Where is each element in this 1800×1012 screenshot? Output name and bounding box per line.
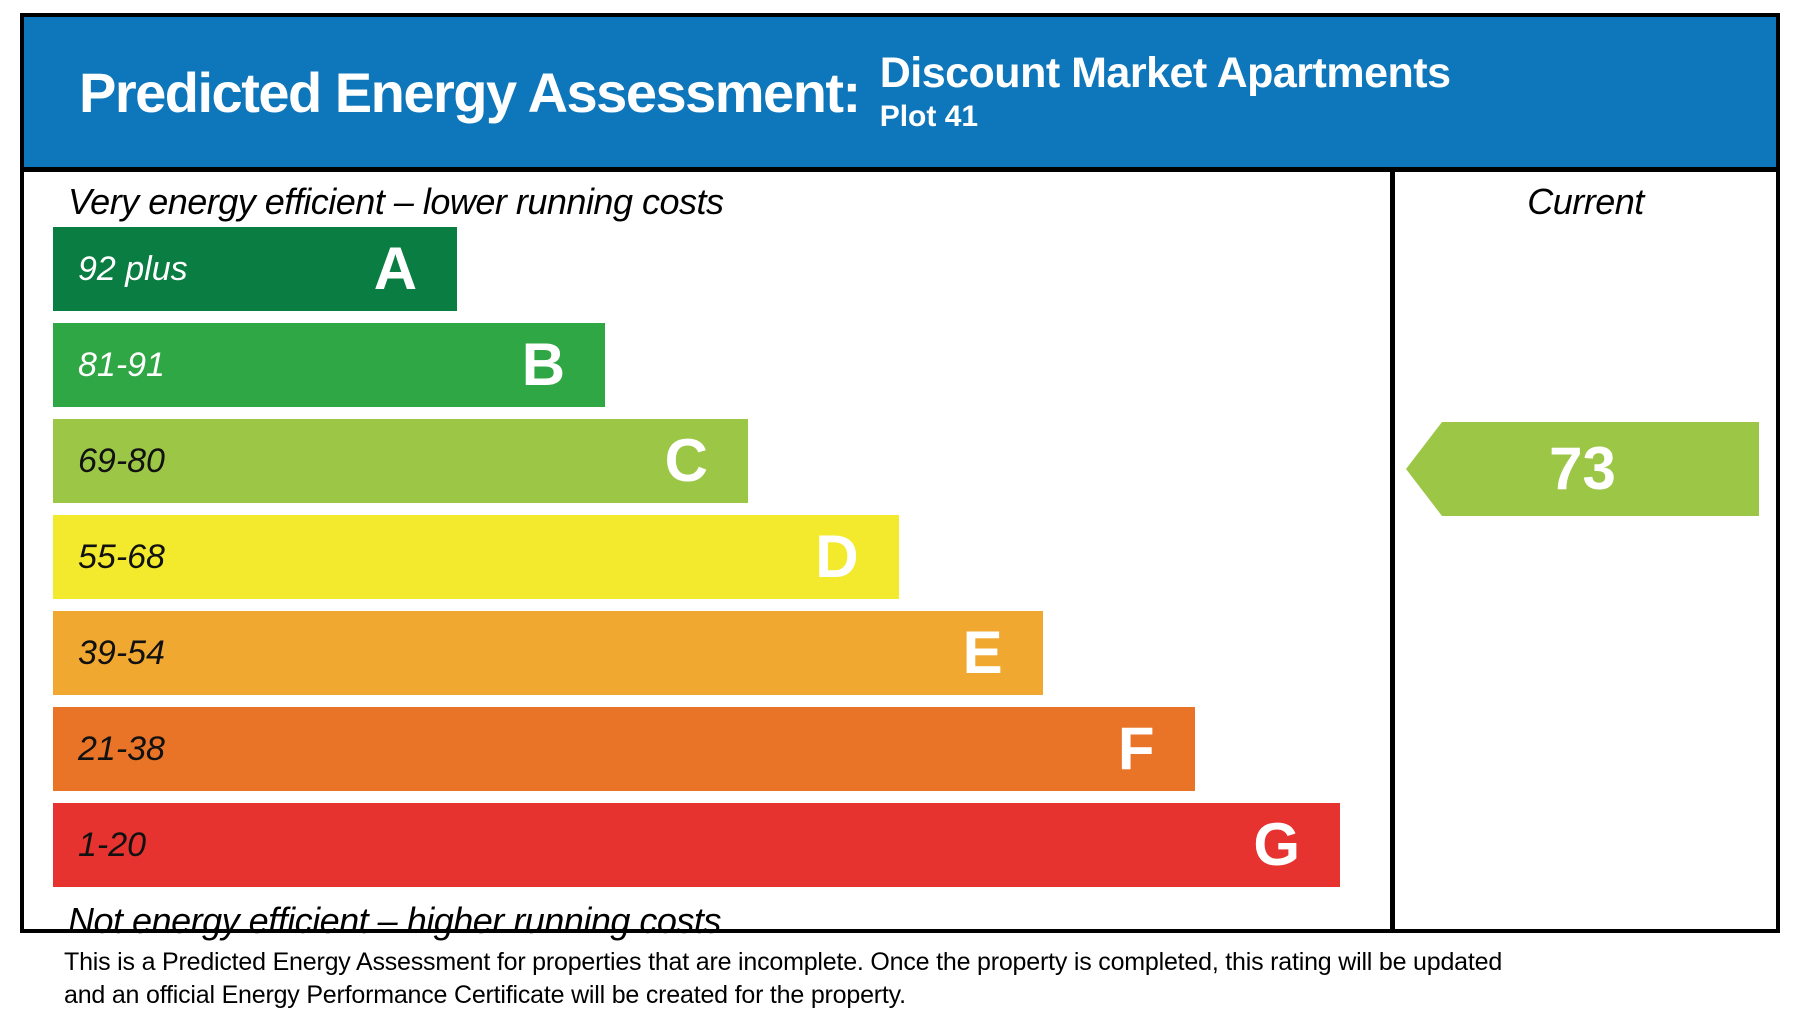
band-letter: C <box>664 427 708 494</box>
column-divider <box>1390 172 1395 929</box>
current-rating-value: 73 <box>1549 435 1616 502</box>
bottom-efficiency-label: Not energy efficient – higher running co… <box>68 900 721 941</box>
plot-number: Plot 41 <box>879 99 979 133</box>
band-row-a: 92 plus A <box>53 227 458 311</box>
band-letter: B <box>521 331 566 398</box>
band-letter: G <box>1253 811 1300 878</box>
band-row-b: 81-91 B <box>53 323 606 407</box>
current-column-header: Current <box>1527 181 1644 222</box>
band-letter: F <box>1117 715 1155 782</box>
band-row-f: 21-38 F <box>53 707 1195 791</box>
band-row-g: 1-20 G <box>53 803 1340 887</box>
band-range-label: 92 plus <box>78 249 188 288</box>
bands-area: Very energy efficient – lower running co… <box>24 172 1390 941</box>
top-efficiency-label: Very energy efficient – lower running co… <box>68 181 724 222</box>
band-range-label: 55-68 <box>78 537 165 576</box>
band-range-label: 21-38 <box>78 729 165 768</box>
disclaimer-text: This is a Predicted Energy Assessment fo… <box>64 948 1503 1009</box>
current-rating-arrow: 73 <box>1406 422 1759 516</box>
band-row-e: 39-54 E <box>53 611 1043 695</box>
assessment-frame: Predicted Energy Assessment: Discount Ma… <box>20 13 1780 941</box>
band-range-label: 69-80 <box>78 441 165 480</box>
chart-content: Very energy efficient – lower running co… <box>24 172 1776 941</box>
property-name: Discount Market Apartments <box>879 49 1451 98</box>
band-range-label: 39-54 <box>78 633 165 672</box>
band-letter: D <box>815 523 859 590</box>
band-range-label: 81-91 <box>78 345 165 384</box>
band-letter: E <box>962 619 1003 686</box>
bands-list: 92 plus A 81-91 B 69-80 C 55-68 D 39-54 E 21-38 F 1-… <box>53 227 1340 887</box>
band-row-c: 69-80 C <box>53 419 748 503</box>
band-range-label: 1-20 <box>78 825 147 864</box>
band-letter: A <box>373 235 418 302</box>
current-column: Current 73 <box>1395 172 1776 929</box>
header: Predicted Energy Assessment: Discount Ma… <box>24 17 1776 172</box>
property-info: Discount Market Apartments Plot 41 <box>880 49 1451 134</box>
band-row-d: 55-68 D <box>53 515 899 599</box>
page-title: Predicted Energy Assessment: <box>79 60 861 124</box>
